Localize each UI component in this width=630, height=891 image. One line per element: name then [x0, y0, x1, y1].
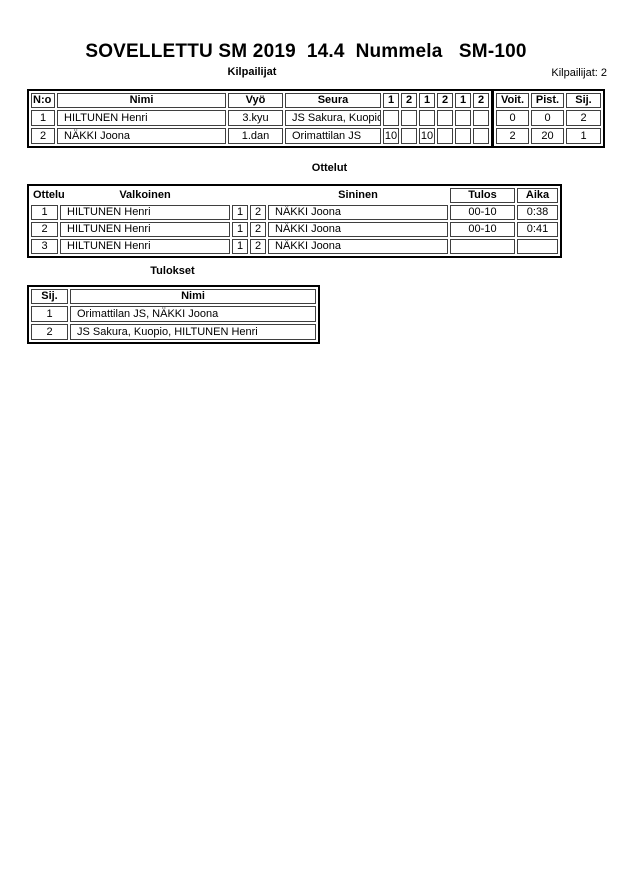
result-cell	[450, 239, 515, 254]
white-no-cell: 1	[232, 222, 248, 237]
match-row: 2 HILTUNEN Henri 1 2 NÄKKI Joona 00-10 0…	[31, 222, 558, 237]
blue-no-cell: 2	[250, 239, 266, 254]
header-blue-no	[250, 188, 266, 203]
blue-no-cell: 2	[250, 205, 266, 220]
score-cell: 10	[419, 128, 435, 144]
white-name-cell: HILTUNEN Henri	[60, 205, 230, 220]
belt-cell: 1.dan	[228, 128, 283, 144]
white-name-cell: HILTUNEN Henri	[60, 222, 230, 237]
competitors-heading: Kilpailijat	[227, 66, 277, 78]
score-cell: 10	[383, 128, 399, 144]
blue-no-cell: 2	[250, 222, 266, 237]
competitors-header-row: N:o Nimi Vyö Seura 1 2 1 2 1 2	[31, 93, 489, 108]
score-cell	[455, 128, 471, 144]
competitors-summary-header-row: Voit. Pist. Sij.	[496, 93, 601, 108]
competitors-table: N:o Nimi Vyö Seura 1 2 1 2 1 2 1 HILTUNE…	[27, 89, 605, 148]
blue-name-cell: NÄKKI Joona	[268, 239, 448, 254]
competitor-row: 1 HILTUNEN Henri 3.kyu JS Sakura, Kuopio	[31, 110, 489, 126]
results-header-row: Sij. Nimi	[31, 289, 316, 304]
place-cell: 2	[566, 110, 601, 126]
points-cell: 0	[531, 110, 564, 126]
result-cell: 00-10	[450, 205, 515, 220]
competitor-summary-row: 0 0 2	[496, 110, 601, 126]
header-round-6: 2	[473, 93, 489, 108]
header-wins: Voit.	[496, 93, 529, 108]
no-cell: 2	[31, 128, 55, 144]
blue-name-cell: NÄKKI Joona	[268, 222, 448, 237]
header-blue: Sininen	[338, 189, 378, 201]
header-points: Pist.	[531, 93, 564, 108]
header-place: Sij.	[31, 289, 68, 304]
header-match: Ottelu	[33, 189, 65, 201]
header-white-no	[232, 188, 248, 203]
header-name: Nimi	[70, 289, 316, 304]
points-cell: 20	[531, 128, 564, 144]
header-round-5: 1	[455, 93, 471, 108]
matches-table: Ottelu Valkoinen Sininen Tulos Aika 1 HI…	[27, 184, 562, 258]
place-cell: 2	[31, 324, 68, 340]
header-time: Aika	[517, 188, 558, 203]
place-cell: 1	[566, 128, 601, 144]
header-belt: Vyö	[228, 93, 283, 108]
score-cell	[401, 128, 417, 144]
belt-cell: 3.kyu	[228, 110, 283, 126]
club-cell: Orimattilan JS	[285, 128, 381, 144]
white-name-cell: HILTUNEN Henri	[60, 239, 230, 254]
results-heading: Tulokset	[150, 265, 195, 277]
match-no-cell: 1	[31, 205, 58, 220]
result-cell: 00-10	[450, 222, 515, 237]
score-cell	[437, 128, 453, 144]
matches-heading: Ottelut	[311, 162, 348, 174]
white-no-cell: 1	[232, 205, 248, 220]
result-name-cell: Orimattilan JS, NÄKKI Joona	[70, 306, 316, 322]
name-cell: HILTUNEN Henri	[57, 110, 226, 126]
wins-cell: 0	[496, 110, 529, 126]
white-no-cell: 1	[232, 239, 248, 254]
header-club: Seura	[285, 93, 381, 108]
matches-header-row: Ottelu Valkoinen Sininen Tulos Aika	[31, 188, 558, 203]
match-no-cell: 3	[31, 239, 58, 254]
time-cell: 0:38	[517, 205, 558, 220]
score-cell	[455, 110, 471, 126]
header-white: Valkoinen	[119, 189, 171, 201]
header-round-1: 1	[383, 93, 399, 108]
score-cell	[473, 128, 489, 144]
place-cell: 1	[31, 306, 68, 322]
page-title: SOVELLETTU SM 2019 14.4 Nummela SM-100	[85, 41, 527, 62]
competitor-row: 2 NÄKKI Joona 1.dan Orimattilan JS 10 10	[31, 128, 489, 144]
result-name-cell: JS Sakura, Kuopio, HILTUNEN Henri	[70, 324, 316, 340]
score-cell	[383, 110, 399, 126]
header-round-2: 2	[401, 93, 417, 108]
competitor-summary-row: 2 20 1	[496, 128, 601, 144]
result-row: 1 Orimattilan JS, NÄKKI Joona	[31, 306, 316, 322]
competitors-table-summary: Voit. Pist. Sij. 0 0 2 2 20 1	[492, 89, 605, 148]
header-place: Sij.	[566, 93, 601, 108]
match-row: 3 HILTUNEN Henri 1 2 NÄKKI Joona	[31, 239, 558, 254]
header-name: Nimi	[57, 93, 226, 108]
results-table: Sij. Nimi 1 Orimattilan JS, NÄKKI Joona …	[27, 285, 320, 344]
name-cell: NÄKKI Joona	[57, 128, 226, 144]
match-no-cell: 2	[31, 222, 58, 237]
result-row: 2 JS Sakura, Kuopio, HILTUNEN Henri	[31, 324, 316, 340]
blue-name-cell: NÄKKI Joona	[268, 205, 448, 220]
header-result: Tulos	[450, 188, 515, 203]
competitors-count: Kilpailijat: 2	[551, 67, 607, 79]
competitors-table-main: N:o Nimi Vyö Seura 1 2 1 2 1 2 1 HILTUNE…	[27, 89, 493, 148]
wins-cell: 2	[496, 128, 529, 144]
header-round-4: 2	[437, 93, 453, 108]
time-cell: 0:41	[517, 222, 558, 237]
score-cell	[419, 110, 435, 126]
score-cell	[401, 110, 417, 126]
club-cell: JS Sakura, Kuopio	[285, 110, 381, 126]
header-round-3: 1	[419, 93, 435, 108]
score-cell	[473, 110, 489, 126]
match-row: 1 HILTUNEN Henri 1 2 NÄKKI Joona 00-10 0…	[31, 205, 558, 220]
score-cell	[437, 110, 453, 126]
no-cell: 1	[31, 110, 55, 126]
header-no: N:o	[31, 93, 55, 108]
time-cell	[517, 239, 558, 254]
